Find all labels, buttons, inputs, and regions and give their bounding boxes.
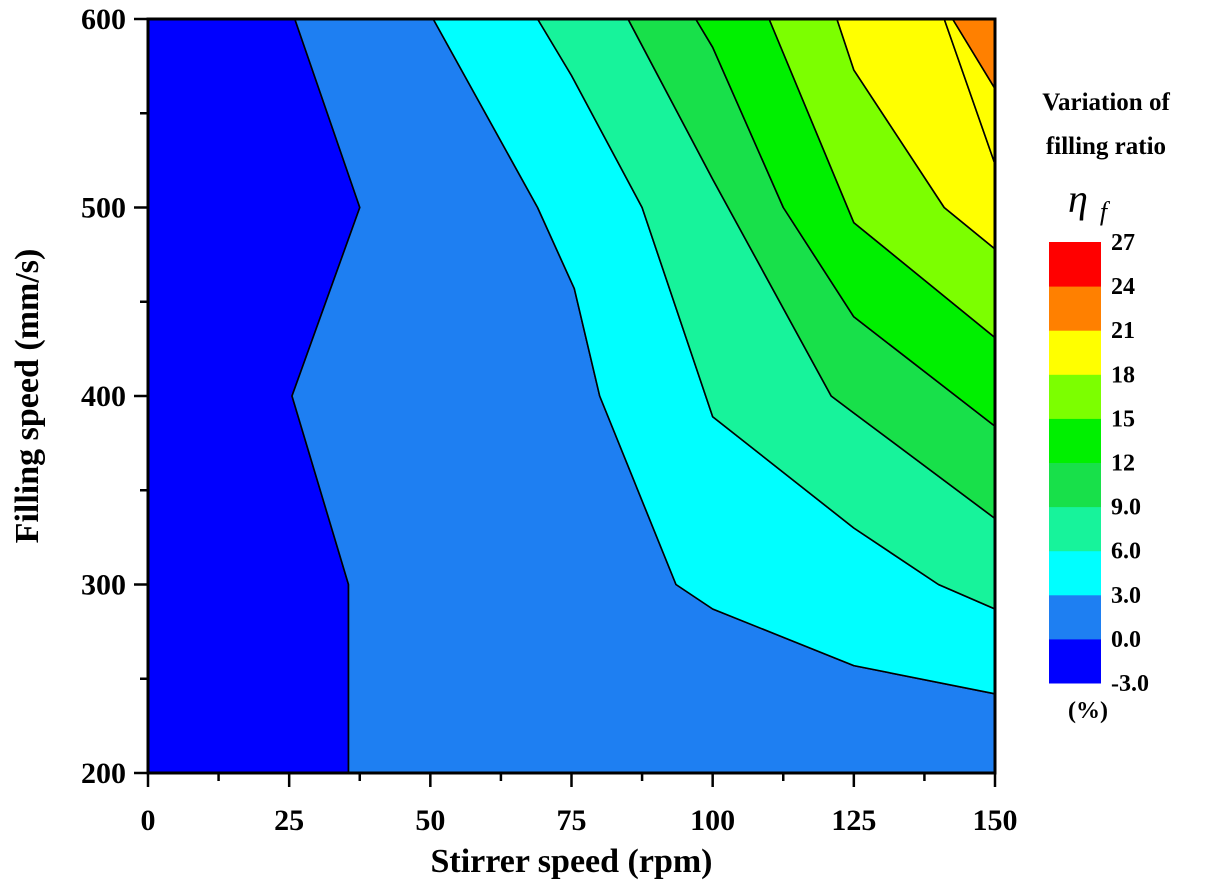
legend-level-label: 12 (1111, 451, 1135, 477)
legend-level-label: 18 (1111, 362, 1135, 388)
legend-swatches (1049, 242, 1101, 684)
y-axis-title: Filling speed (mm/s) (9, 249, 46, 544)
legend-symbol-eta: η (1068, 176, 1088, 221)
legend-level-label: 6.0 (1111, 539, 1141, 565)
x-tick-label: 150 (973, 804, 1018, 837)
x-tick-label: 100 (690, 804, 735, 837)
legend-swatch (1049, 506, 1101, 552)
contour-bands (147, 18, 996, 774)
legend-swatch (1049, 418, 1101, 463)
y-tick-label: 600 (81, 3, 126, 36)
legend-level-label: 3.0 (1111, 583, 1141, 609)
legend-level-label: 9.0 (1111, 495, 1141, 521)
y-tick-label: 200 (81, 757, 126, 790)
legend-swatch (1049, 638, 1101, 684)
x-tick-label: 25 (274, 804, 304, 837)
legend-level-label: 15 (1111, 406, 1135, 432)
legend-swatch (1049, 330, 1101, 375)
legend-title-line1: Variation of (1042, 89, 1170, 116)
x-tick-label: 50 (415, 804, 445, 837)
x-tick-label: 0 (141, 804, 156, 837)
legend-swatch (1049, 550, 1101, 596)
legend-level-label: -3.0 (1111, 671, 1149, 697)
legend-symbol-subscript: f (1100, 197, 1111, 226)
y-axis: 200 300 400 500 600 (81, 3, 148, 790)
legend-symbol: η f (1068, 176, 1111, 226)
x-axis: 0 25 50 75 100 125 150 (141, 773, 1018, 837)
y-tick-label: 300 (81, 569, 126, 602)
legend-unit: (%) (1068, 698, 1108, 724)
legend-swatch (1049, 242, 1101, 287)
legend-swatch (1049, 374, 1101, 419)
legend-title-line2: filling ratio (1046, 133, 1166, 160)
color-legend: Variation of filling ratio η f -3.0 0.0 3.… (1042, 89, 1170, 724)
y-tick-label: 400 (81, 380, 126, 413)
x-tick-label: 75 (557, 804, 587, 837)
legend-labels: -3.0 0.0 3.0 6.0 9.0 12 15 18 21 24 27 (1111, 230, 1149, 697)
legend-swatch (1049, 286, 1101, 331)
legend-level-label: 27 (1111, 230, 1135, 256)
legend-level-label: 24 (1111, 274, 1135, 300)
legend-swatch (1049, 462, 1101, 508)
legend-swatch (1049, 594, 1101, 640)
legend-level-label: 0.0 (1111, 627, 1141, 653)
legend-level-label: 21 (1111, 318, 1135, 344)
y-tick-label: 500 (81, 192, 126, 225)
x-tick-label: 125 (831, 804, 876, 837)
x-axis-title: Stirrer speed (rpm) (430, 843, 712, 880)
